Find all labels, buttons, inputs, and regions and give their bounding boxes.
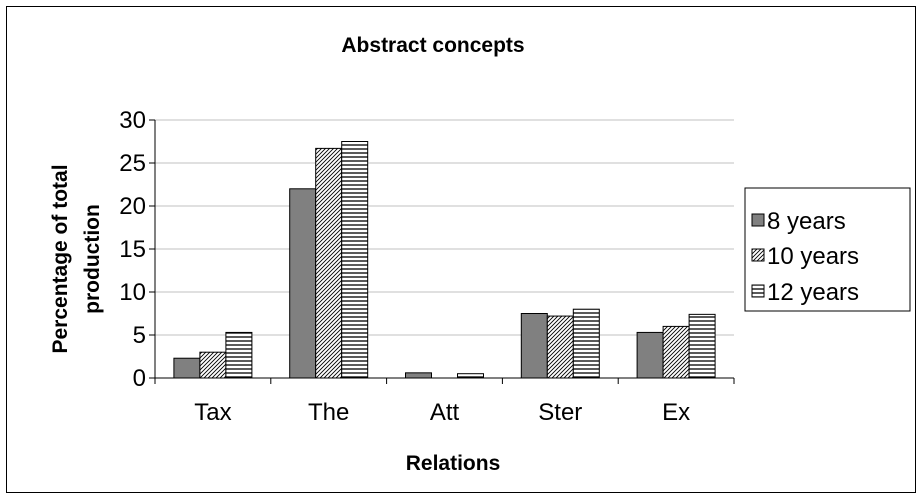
x-tick-label: Ex bbox=[662, 399, 690, 426]
y-tick-label: 15 bbox=[119, 236, 146, 263]
y-tick-label: 0 bbox=[133, 365, 146, 392]
bars bbox=[173, 141, 716, 379]
y-tick-label: 25 bbox=[119, 150, 146, 177]
legend-swatch-12-years bbox=[751, 284, 765, 298]
tick-labels: 0 5 10 15 20 25 30 Tax The Att Ster Ex bbox=[119, 107, 690, 426]
bar-ster-8-years bbox=[520, 313, 548, 379]
bar-the-8-years bbox=[289, 188, 317, 379]
x-tick-label: Ster bbox=[538, 399, 582, 426]
legend-label-10-years: 10 years bbox=[767, 243, 859, 270]
bar-ex-10-years bbox=[662, 325, 690, 379]
bar-chart: Abstract concepts 0 5 10 15 20 25 30 Tax The Att S… bbox=[49, 34, 911, 475]
chart-frame: Abstract concepts 0 5 10 15 20 25 30 Tax The Att S… bbox=[6, 6, 916, 493]
legend-label-8-years: 8 years bbox=[767, 208, 846, 235]
bar-ster-10-years bbox=[546, 315, 574, 379]
bar-tax-10-years bbox=[199, 351, 227, 379]
y-tick-label: 30 bbox=[119, 107, 146, 134]
bar-tax-12-years bbox=[225, 331, 253, 379]
x-tick-label: Att bbox=[430, 399, 460, 426]
bar-att-8-years bbox=[405, 372, 432, 379]
bar-the-12-years bbox=[341, 141, 369, 379]
legend-swatch-8-years bbox=[751, 213, 765, 227]
y-axis-title-line-2: production bbox=[81, 204, 104, 314]
legend-swatch-10-years bbox=[751, 248, 765, 262]
chart-title: Abstract concepts bbox=[341, 34, 524, 57]
legend-box bbox=[744, 187, 911, 312]
x-tick-label: The bbox=[308, 399, 349, 426]
bar-att-12-years bbox=[457, 373, 484, 379]
x-axis-title: Relations bbox=[406, 452, 501, 475]
bar-ex-12-years bbox=[688, 313, 716, 379]
bar-tax-8-years bbox=[173, 357, 201, 379]
y-axis-title: Percentage of total production bbox=[49, 164, 104, 353]
bar-ex-8-years bbox=[636, 331, 664, 379]
bar-the-10-years bbox=[315, 147, 343, 379]
y-tick-label: 10 bbox=[119, 279, 146, 306]
legend-label-12-years: 12 years bbox=[767, 279, 859, 306]
y-tick-label: 5 bbox=[133, 322, 146, 349]
legend: 8 years 10 years 12 years bbox=[744, 187, 911, 312]
axes bbox=[149, 119, 735, 384]
gridlines bbox=[155, 119, 734, 336]
y-tick-label: 20 bbox=[119, 193, 146, 220]
bar-ster-12-years bbox=[572, 308, 600, 379]
x-tick-label: Tax bbox=[194, 399, 231, 426]
y-axis-title-line-1: Percentage of total bbox=[49, 164, 72, 353]
